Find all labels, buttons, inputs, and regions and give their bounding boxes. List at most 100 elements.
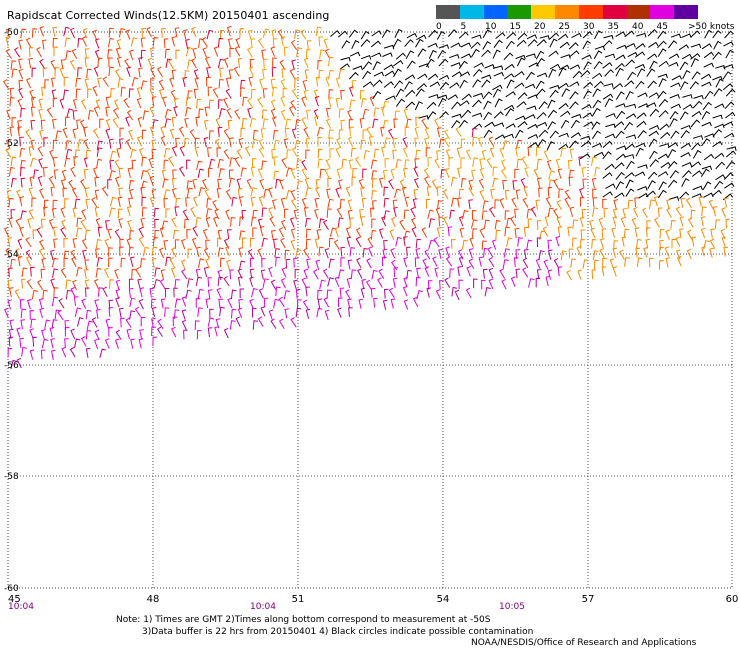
wind-barb [38,298,44,309]
wind-barb [553,178,559,190]
wind-barb [720,228,726,240]
wind-barb [459,71,471,77]
wind-barb [625,91,634,100]
wind-barb [64,326,70,337]
wind-barb [18,58,23,69]
wind-barb [207,86,213,97]
wind-barb [216,188,222,198]
wind-barb [322,219,329,230]
wind-barb [624,30,635,38]
wind-barb [207,289,213,300]
wind-barb [18,79,24,90]
wind-barb [105,318,111,329]
wind-barb [658,60,669,68]
wind-barb [261,49,266,60]
wind-barb [669,110,679,120]
wind-barb [602,62,613,69]
wind-barb [647,171,658,180]
wind-barb [86,320,94,331]
wind-barb [593,151,605,157]
wind-barb [535,57,545,67]
wind-barb [97,77,102,88]
wind-barb [160,269,166,280]
wind-barb [173,98,179,109]
wind-barb [198,108,204,119]
wind-barb [239,216,245,227]
wind-barb [290,239,296,250]
wind-barb [580,239,585,249]
wind-barb [569,64,581,70]
wind-barb [252,209,258,220]
wind-barb [149,196,155,207]
wind-barb [690,58,699,68]
wind-barb [262,118,269,128]
wind-barb [714,152,725,160]
wind-barb [77,317,84,327]
wind-barb [95,268,102,278]
wind-barb [591,121,601,130]
legend-label: >50 knots [688,22,735,32]
wind-barb [559,64,570,70]
wind-barb [506,79,515,89]
wind-barb [327,277,334,287]
wind-barb [303,89,309,101]
wind-barb [223,327,229,339]
wind-barb [156,326,163,337]
wind-barb [421,227,428,238]
wind-barb [9,319,15,330]
wind-barb [25,129,32,140]
wind-barb [442,189,449,200]
wind-barb [120,87,126,97]
wind-barb [438,44,450,49]
wind-barb [549,63,561,70]
wind-barb [117,208,123,219]
wind-barb [370,207,375,218]
wind-barb [117,78,124,88]
wind-barb [295,119,301,129]
wind-barb [648,92,660,98]
wind-barb [725,160,736,170]
wind-barb [491,239,497,250]
wind-barb [183,137,190,148]
wind-barb [515,54,526,60]
wind-barb [225,189,232,200]
wind-barb [522,267,529,278]
wind-barb [160,126,165,137]
wind-barb [404,126,410,137]
wind-barb [557,266,563,277]
wind-barb [635,247,641,258]
wind-barb [194,320,200,330]
wind-barb [135,267,142,278]
wind-barb [208,130,214,140]
wind-barb [415,149,421,160]
wind-barb [414,137,419,148]
wind-barb [440,168,446,179]
wind-barb [173,309,180,319]
wind-barb [669,169,679,179]
wind-barb [443,137,450,148]
wind-barb [186,159,191,170]
wind-barb [548,68,557,78]
wind-barb [223,128,230,139]
wind-barb [181,319,187,331]
wind-barb [159,227,165,238]
wind-barb [68,179,75,191]
wind-barb [626,160,635,170]
wind-barb [20,319,26,330]
wind-barb [70,166,76,178]
wind-barb [139,329,144,340]
wind-barb [66,108,74,118]
wind-barb [229,320,236,330]
wind-barb [371,178,377,188]
wind-barb [715,174,726,181]
wind-barb [123,97,130,109]
wind-barb [324,309,330,320]
wind-barb [381,215,387,227]
wind-barb [612,82,623,90]
wind-barb [241,237,247,247]
wind-barb [445,256,453,267]
wind-barb [482,200,489,210]
wind-barb [335,77,341,88]
wind-barb [569,50,580,58]
wind-barb [205,56,210,68]
